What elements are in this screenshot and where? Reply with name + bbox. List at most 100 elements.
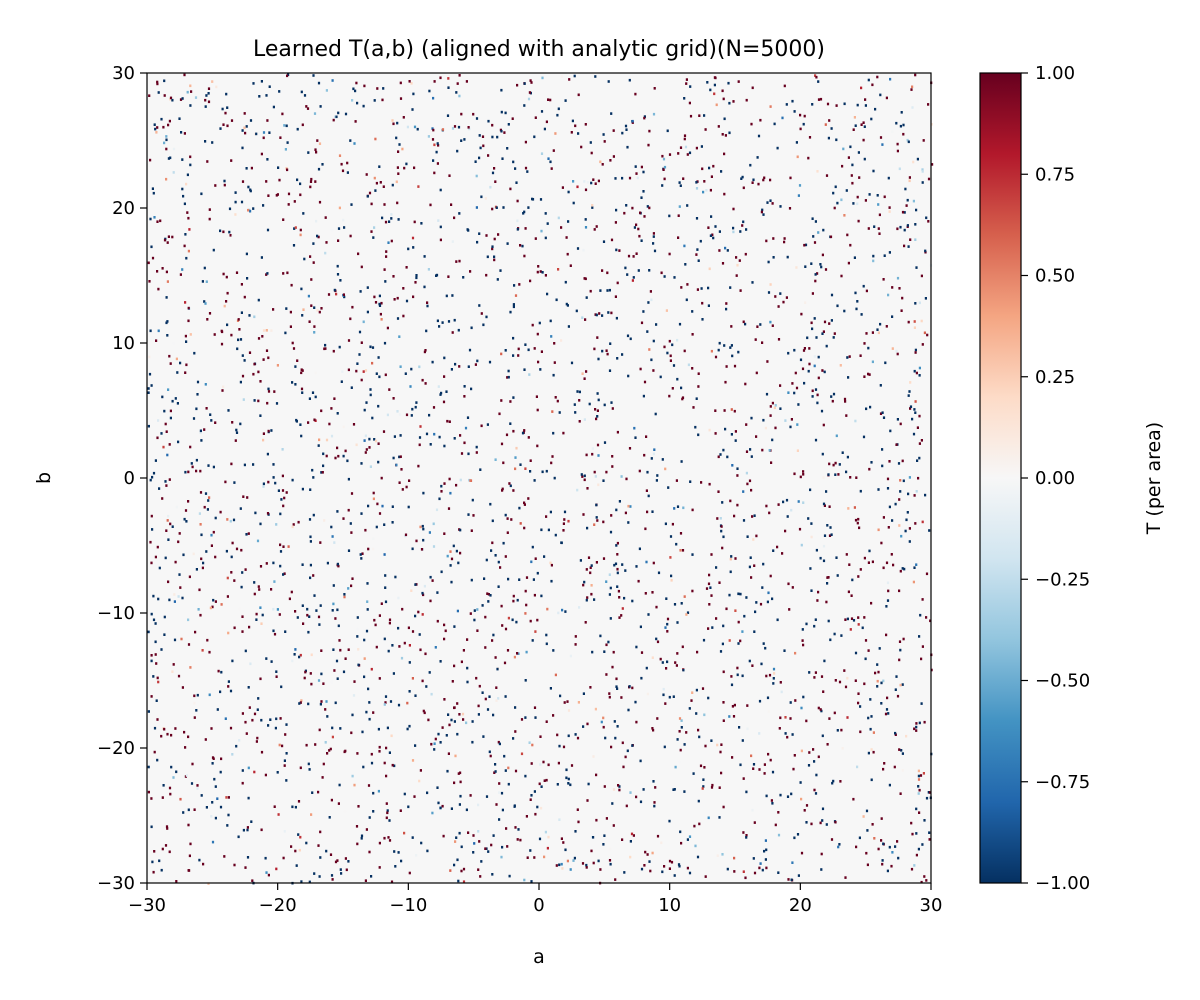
heatmap-cell — [813, 788, 816, 792]
heatmap-cell — [493, 167, 496, 170]
heatmap-cell — [165, 147, 168, 151]
heatmap-cell — [166, 453, 169, 457]
heatmap-cell — [187, 869, 190, 872]
heatmap-cell — [821, 332, 824, 335]
heatmap-cell — [466, 416, 470, 419]
heatmap-cell — [351, 774, 354, 778]
heatmap-cell — [825, 344, 828, 348]
heatmap-cell — [886, 869, 889, 873]
heatmap-cell — [160, 868, 163, 872]
heatmap-cell — [708, 482, 711, 486]
heatmap-cell — [874, 107, 877, 111]
heatmap-cell — [849, 476, 852, 479]
heatmap-cell — [336, 608, 339, 612]
heatmap-cell — [447, 275, 450, 278]
heatmap-cell — [384, 701, 387, 704]
heatmap-cell — [810, 262, 813, 265]
heatmap-cell — [300, 90, 303, 94]
heatmap-cell — [734, 439, 737, 442]
heatmap-cell — [563, 701, 566, 704]
heatmap-cell — [205, 550, 208, 553]
heatmap-cell — [566, 252, 569, 256]
heatmap-cell — [662, 687, 665, 691]
heatmap-cell — [237, 835, 240, 839]
heatmap-cell — [911, 85, 914, 89]
heatmap-cell — [462, 276, 465, 279]
heatmap-cell — [846, 455, 849, 459]
heatmap-cell — [331, 535, 334, 538]
heatmap-cell — [753, 630, 756, 633]
heatmap-cell — [653, 804, 656, 808]
heatmap-cell — [417, 610, 420, 614]
heatmap-cell — [825, 600, 828, 604]
heatmap-cell — [745, 834, 748, 837]
heatmap-cell — [610, 311, 613, 315]
heatmap-cell — [332, 584, 335, 587]
heatmap-cell — [171, 399, 174, 403]
heatmap-cell — [909, 407, 912, 410]
heatmap-cell — [322, 762, 325, 766]
heatmap-cell — [878, 647, 881, 650]
heatmap-cell — [652, 369, 655, 372]
heatmap-cell — [311, 468, 314, 472]
heatmap-cell — [676, 338, 679, 342]
heatmap-cell — [762, 213, 765, 216]
heatmap-cell — [917, 774, 920, 778]
heatmap-cell — [551, 410, 554, 413]
heatmap-cell — [247, 208, 250, 212]
heatmap-cell — [419, 769, 422, 772]
heatmap-cell — [157, 91, 160, 94]
heatmap-cell — [620, 475, 623, 478]
heatmap-cell — [664, 522, 667, 526]
heatmap-cell — [338, 639, 341, 642]
heatmap-cell — [830, 533, 833, 536]
heatmap-cell — [627, 521, 630, 524]
heatmap-cell — [913, 566, 916, 569]
heatmap-cell — [627, 504, 630, 508]
heatmap-cell — [553, 361, 556, 364]
heatmap-cell — [703, 180, 706, 183]
heatmap-cell — [643, 453, 646, 457]
heatmap-cell — [328, 422, 331, 426]
heatmap-cell — [765, 674, 768, 678]
heatmap-cell — [843, 397, 847, 401]
heatmap-cell — [278, 178, 281, 182]
heatmap-cell — [342, 425, 345, 429]
heatmap-cell — [730, 555, 733, 558]
heatmap-cell — [398, 455, 401, 459]
heatmap-cell — [491, 123, 494, 127]
heatmap-cell — [147, 630, 150, 634]
heatmap-cell — [366, 608, 369, 611]
heatmap-cell — [241, 146, 244, 150]
heatmap-cell — [235, 744, 238, 748]
heatmap-cell — [495, 686, 498, 689]
heatmap-cell — [737, 592, 740, 596]
heatmap-cell — [888, 210, 891, 213]
heatmap-cell — [856, 521, 859, 525]
heatmap-cell — [617, 829, 620, 832]
heatmap-cell — [653, 448, 656, 451]
heatmap-cell — [557, 761, 560, 765]
heatmap-cell — [187, 249, 190, 253]
heatmap-cell — [352, 694, 356, 697]
heatmap-cell — [156, 436, 159, 440]
heatmap-cell — [802, 470, 805, 473]
heatmap-cell — [721, 133, 724, 136]
heatmap-cell — [312, 261, 315, 264]
heatmap-cell — [258, 95, 261, 98]
heatmap-cell — [397, 172, 400, 175]
heatmap-cell — [578, 390, 581, 394]
heatmap-cell — [807, 156, 810, 160]
heatmap-cell — [248, 706, 251, 709]
heatmap-cell — [758, 866, 761, 870]
heatmap-cell — [821, 452, 824, 456]
heatmap-cell — [168, 850, 171, 854]
heatmap-cell — [244, 649, 247, 653]
heatmap-cell — [337, 239, 340, 242]
heatmap-cell — [377, 356, 380, 359]
heatmap-cell — [785, 103, 788, 106]
heatmap-cell — [585, 598, 588, 602]
heatmap-cell — [426, 301, 429, 304]
heatmap-cell — [694, 425, 697, 429]
heatmap-cell — [443, 698, 446, 701]
